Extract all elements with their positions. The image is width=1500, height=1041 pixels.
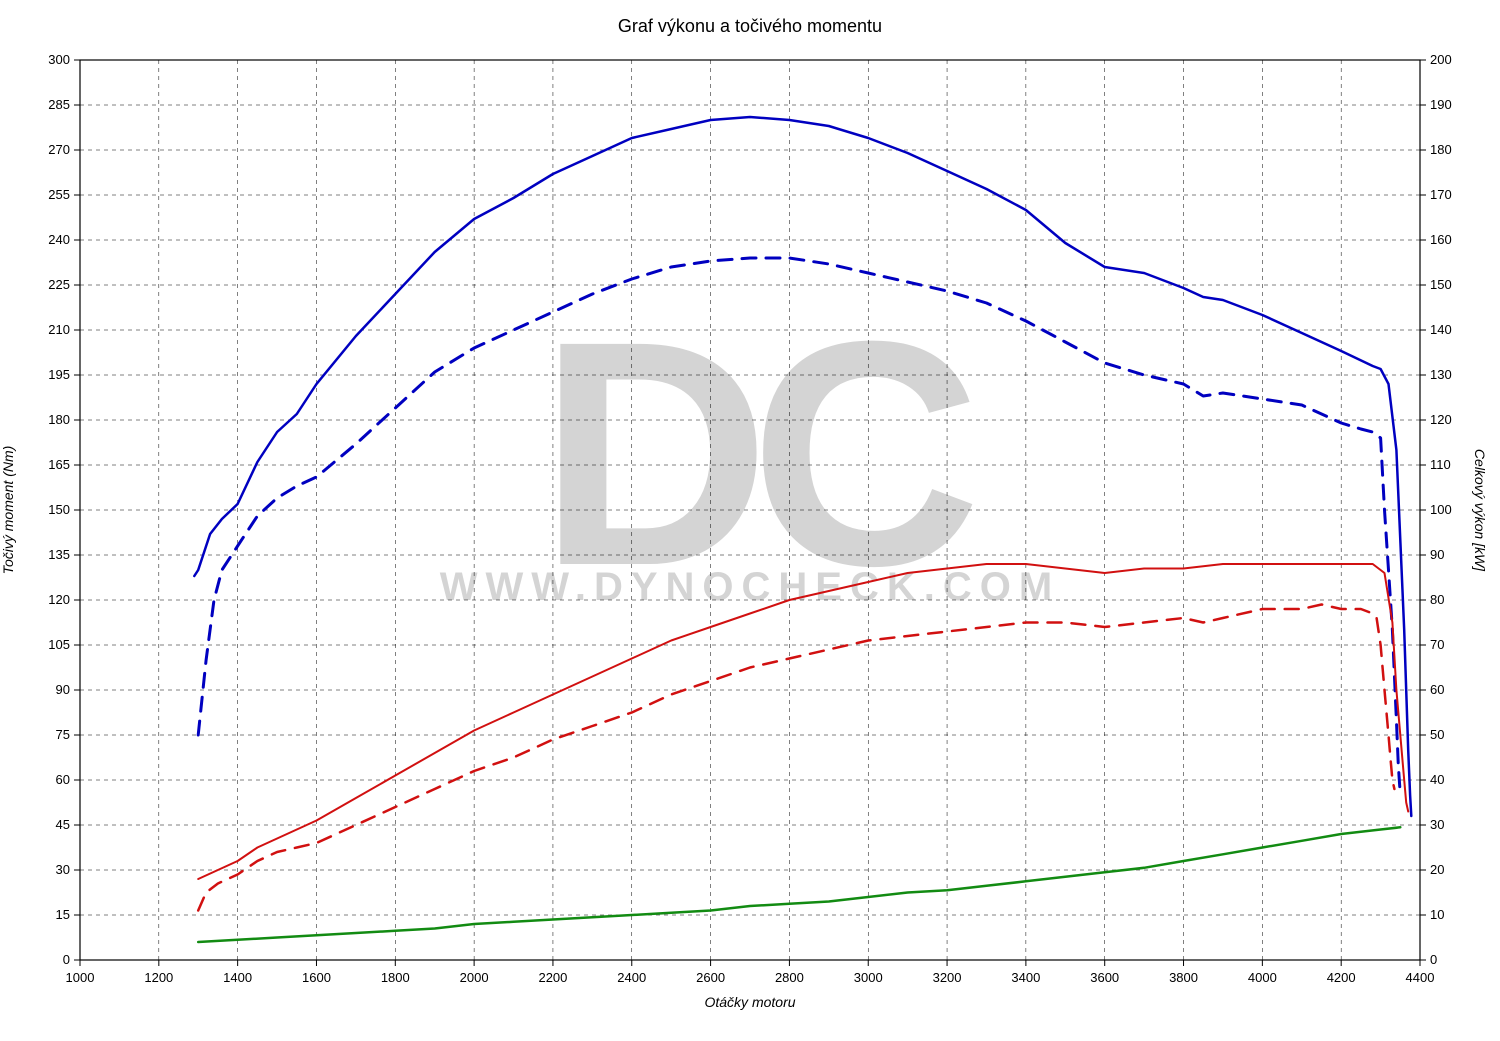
svg-text:190: 190 xyxy=(1430,97,1452,112)
series-power_stock xyxy=(198,605,1394,911)
series-drag_power xyxy=(198,827,1400,942)
svg-text:3000: 3000 xyxy=(854,970,883,985)
svg-text:255: 255 xyxy=(48,187,70,202)
svg-text:1000: 1000 xyxy=(66,970,95,985)
svg-text:300: 300 xyxy=(48,52,70,67)
y2-axis-label: Celkový výkon [kW] xyxy=(1472,360,1488,660)
svg-text:285: 285 xyxy=(48,97,70,112)
svg-text:4400: 4400 xyxy=(1406,970,1435,985)
svg-text:60: 60 xyxy=(1430,682,1444,697)
svg-text:20: 20 xyxy=(1430,862,1444,877)
svg-text:160: 160 xyxy=(1430,232,1452,247)
svg-text:2000: 2000 xyxy=(460,970,489,985)
svg-text:30: 30 xyxy=(1430,817,1444,832)
svg-text:60: 60 xyxy=(56,772,70,787)
svg-text:135: 135 xyxy=(48,547,70,562)
svg-text:1200: 1200 xyxy=(144,970,173,985)
svg-text:180: 180 xyxy=(48,412,70,427)
svg-text:120: 120 xyxy=(1430,412,1452,427)
y1-axis-label: Točivý moment (Nm) xyxy=(0,360,16,660)
svg-text:3200: 3200 xyxy=(933,970,962,985)
svg-text:100: 100 xyxy=(1430,502,1452,517)
svg-text:1600: 1600 xyxy=(302,970,331,985)
svg-text:10: 10 xyxy=(1430,907,1444,922)
chart-plot: DCWWW.DYNOCHECK.COM100012001400160018002… xyxy=(0,0,1500,1041)
svg-text:15: 15 xyxy=(56,907,70,922)
svg-text:105: 105 xyxy=(48,637,70,652)
svg-text:80: 80 xyxy=(1430,592,1444,607)
x-axis-label: Otáčky motoru xyxy=(80,994,1420,1010)
svg-text:3400: 3400 xyxy=(1011,970,1040,985)
svg-text:210: 210 xyxy=(48,322,70,337)
svg-text:200: 200 xyxy=(1430,52,1452,67)
svg-text:165: 165 xyxy=(48,457,70,472)
svg-text:180: 180 xyxy=(1430,142,1452,157)
svg-text:1800: 1800 xyxy=(381,970,410,985)
svg-text:90: 90 xyxy=(56,682,70,697)
svg-text:150: 150 xyxy=(48,502,70,517)
svg-text:4200: 4200 xyxy=(1327,970,1356,985)
svg-text:270: 270 xyxy=(48,142,70,157)
svg-text:70: 70 xyxy=(1430,637,1444,652)
svg-text:4000: 4000 xyxy=(1248,970,1277,985)
svg-text:195: 195 xyxy=(48,367,70,382)
svg-text:0: 0 xyxy=(1430,952,1437,967)
svg-text:2600: 2600 xyxy=(696,970,725,985)
svg-text:240: 240 xyxy=(48,232,70,247)
svg-text:3800: 3800 xyxy=(1169,970,1198,985)
svg-text:75: 75 xyxy=(56,727,70,742)
svg-text:3600: 3600 xyxy=(1090,970,1119,985)
svg-text:2800: 2800 xyxy=(775,970,804,985)
svg-text:50: 50 xyxy=(1430,727,1444,742)
svg-text:110: 110 xyxy=(1430,457,1451,472)
svg-text:1400: 1400 xyxy=(223,970,252,985)
chart-container: { "chart": { "type": "line", "title": "G… xyxy=(0,0,1500,1041)
svg-text:0: 0 xyxy=(63,952,70,967)
svg-text:30: 30 xyxy=(56,862,70,877)
svg-text:40: 40 xyxy=(1430,772,1444,787)
svg-text:140: 140 xyxy=(1430,322,1452,337)
svg-text:225: 225 xyxy=(48,277,70,292)
svg-text:45: 45 xyxy=(56,817,70,832)
svg-text:150: 150 xyxy=(1430,277,1452,292)
svg-text:2400: 2400 xyxy=(617,970,646,985)
svg-text:170: 170 xyxy=(1430,187,1452,202)
svg-text:2200: 2200 xyxy=(538,970,567,985)
svg-text:90: 90 xyxy=(1430,547,1444,562)
svg-text:120: 120 xyxy=(48,592,70,607)
svg-text:WWW.DYNOCHECK.COM: WWW.DYNOCHECK.COM xyxy=(440,565,1060,609)
svg-text:130: 130 xyxy=(1430,367,1452,382)
